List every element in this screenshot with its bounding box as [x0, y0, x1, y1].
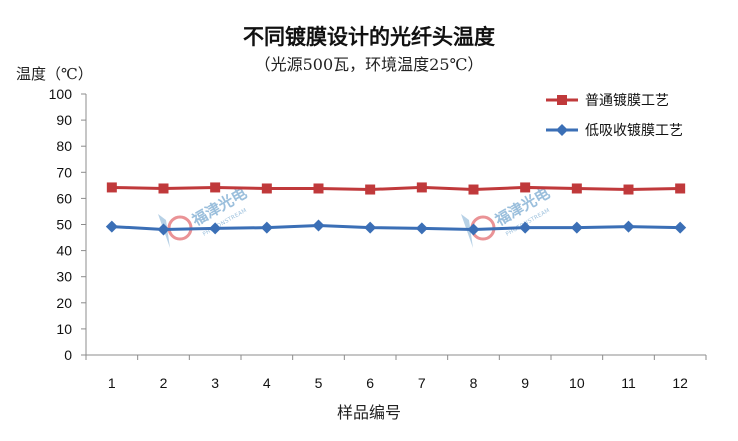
legend-item: 普通镀膜工艺	[546, 92, 669, 109]
data-point	[158, 183, 169, 194]
axes	[81, 93, 707, 360]
chart-title: 不同镀膜设计的光纤头温度	[243, 24, 495, 49]
legend-label: 普通镀膜工艺	[585, 92, 669, 109]
data-point	[210, 182, 221, 193]
data-point	[570, 221, 583, 234]
series-1	[106, 182, 686, 195]
data-point	[260, 221, 273, 234]
x-tick-label: 10	[569, 375, 585, 391]
data-point	[519, 221, 532, 234]
data-point	[312, 219, 325, 232]
data-point	[520, 182, 531, 193]
legend-marker	[556, 124, 568, 136]
x-tick-label: 8	[470, 375, 478, 391]
y-tick-label: 70	[56, 164, 72, 180]
data-point	[365, 184, 376, 195]
y-tick-label: 20	[56, 295, 72, 311]
data-point	[157, 223, 170, 236]
x-tick-label: 6	[366, 375, 374, 391]
series-2	[105, 219, 687, 236]
x-tick-label: 9	[521, 375, 529, 391]
x-tick-label: 11	[621, 375, 636, 391]
data-point	[364, 221, 377, 234]
data-point	[467, 223, 480, 236]
watermark-mark	[461, 214, 473, 248]
x-tick-label: 5	[315, 375, 323, 391]
y-axis-label: 温度（℃）	[16, 65, 93, 83]
series-layer	[105, 182, 687, 236]
series-line	[111, 185, 681, 192]
legend-label: 低吸收镀膜工艺	[585, 122, 683, 139]
y-tick-label: 50	[56, 217, 72, 233]
x-tick-label: 3	[211, 375, 219, 391]
x-axis-label: 样品编号	[337, 403, 401, 422]
data-point	[622, 220, 635, 233]
y-tick-label: 30	[56, 269, 72, 285]
data-point	[468, 184, 479, 195]
data-point	[313, 183, 324, 194]
data-point	[675, 183, 686, 194]
y-tick-label: 10	[56, 321, 72, 337]
y-tick-label: 0	[64, 347, 72, 363]
data-point	[261, 183, 272, 194]
data-point	[415, 222, 428, 235]
y-tick-label: 80	[56, 138, 72, 154]
data-point	[209, 222, 222, 235]
data-point	[623, 184, 634, 195]
x-tick-label: 2	[160, 375, 168, 391]
legend-marker	[557, 95, 567, 105]
legend-item: 低吸收镀膜工艺	[546, 122, 683, 139]
y-tick-label: 40	[56, 243, 72, 259]
x-tick-label: 4	[263, 375, 271, 391]
y-tick-label: 90	[56, 112, 72, 128]
data-point	[105, 220, 118, 233]
series-line	[111, 224, 681, 231]
data-point	[571, 183, 582, 194]
y-tick-label: 100	[49, 86, 73, 102]
x-tick-label: 7	[418, 375, 426, 391]
x-tick-label: 1	[108, 375, 116, 391]
x-tick-label: 12	[672, 375, 688, 391]
chart-subtitle: （光源500瓦，环境温度25℃）	[255, 55, 484, 74]
y-tick-label: 60	[56, 190, 72, 206]
data-point	[106, 182, 117, 193]
data-point	[674, 221, 687, 234]
data-point	[416, 182, 427, 193]
